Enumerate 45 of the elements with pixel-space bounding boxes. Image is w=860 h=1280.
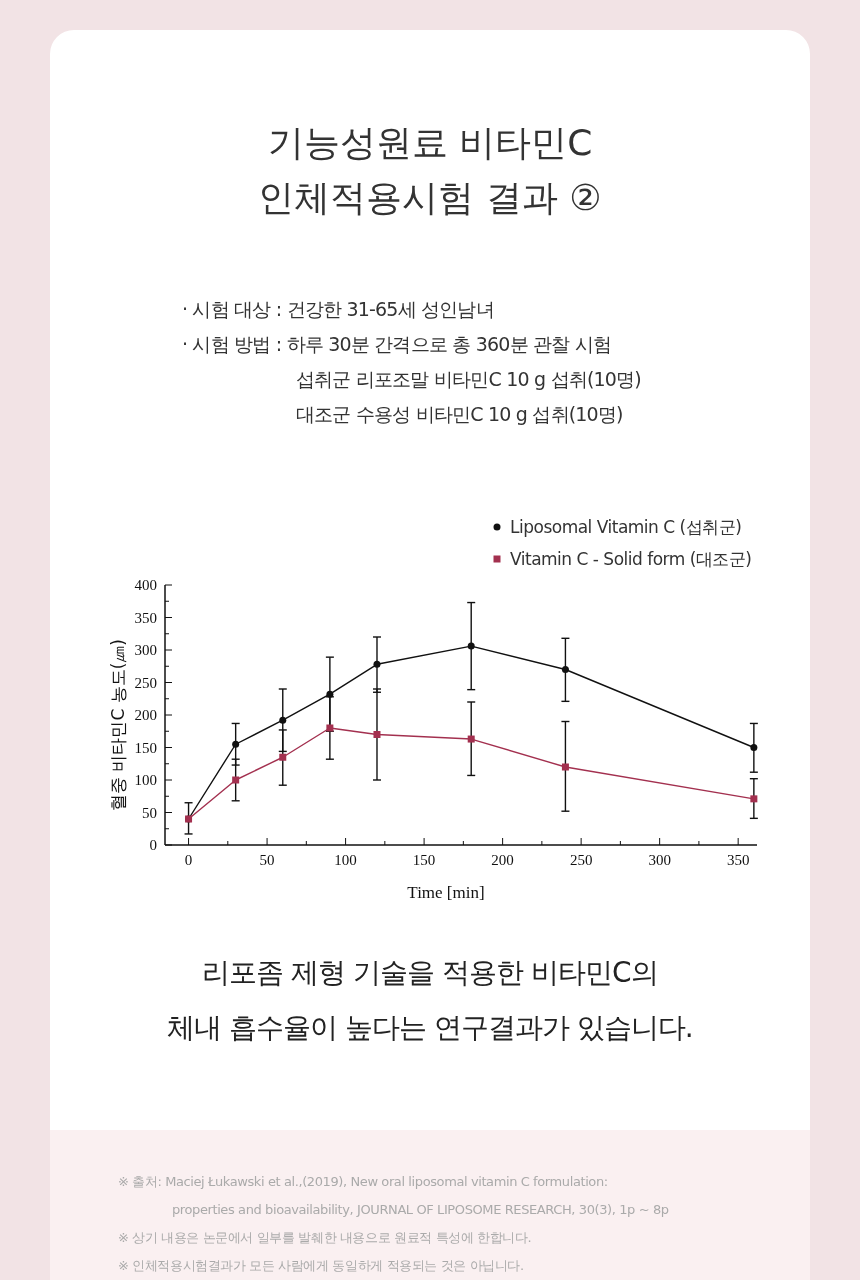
y-tick-label: 300 [134, 642, 157, 658]
point [373, 731, 381, 738]
point [232, 776, 240, 784]
point [467, 642, 475, 650]
point [232, 740, 240, 748]
text: ※ 출처: Maciej Łukawski et al.,(2019), New oral liposomal vitamin C formulation: [118, 1174, 608, 1189]
point [750, 744, 758, 751]
x-tick-label: 50 [259, 852, 275, 868]
text: 대조군 수용성 비타민C 10 g 섭취(10명) [296, 403, 623, 425]
text: ※ 상기 내용은 논문에서 일부를 발췌한 내용으로 원료적 특성에 한합니다. [118, 1230, 532, 1245]
text: · 시험 대상 : 건강한 31-65세 성인남녀 [182, 298, 494, 320]
x-tick-label: 200 [491, 852, 514, 868]
chart-title: 기능성원료 비타민C 인체적용시험 결과 ② [258, 122, 602, 218]
point [279, 716, 287, 724]
text: · 시험 방법 : 하루 30분 간격으로 총 360분 관찰 시험 [182, 333, 612, 355]
text: 섭취군 리포조말 비타민C 10 g 섭취(10명) [296, 368, 641, 390]
text: 리포좀 제형 기술을 적용한 비타민C의 [202, 956, 658, 989]
y-tick-label: 100 [134, 772, 157, 788]
y-tick-label: 250 [134, 674, 157, 691]
x-tick-label: 300 [648, 852, 671, 868]
x-tick-label: 250 [569, 852, 593, 868]
legend-label: Liposomal Vitamin C (섭취군) [510, 517, 742, 537]
point [750, 795, 758, 803]
y-tick-label: 350 [134, 609, 157, 626]
point [279, 753, 287, 761]
x-tick-label: 350 [726, 852, 750, 868]
text: properties and bioavailability, JOURNAL OF LIPOSOME RESEARCH, 30(3), 1p ~ 8p [172, 1202, 669, 1217]
y-axis-title: 혈중 비타민C 농도(㎛) [108, 639, 128, 811]
x-tick-label: 0 [184, 852, 193, 868]
x-axis-title: Time [min] [407, 883, 485, 902]
point [561, 763, 569, 771]
point [373, 660, 381, 668]
x-tick-label: 150 [412, 852, 436, 868]
text: ※ 인체적용시험결과가 모든 사람에게 동일하게 적용되는 것은 아닙니다. [118, 1258, 524, 1273]
text: 체내 흡수율이 높다는 연구결과가 있습니다. [167, 1011, 693, 1044]
x-tick-label: 100 [334, 852, 357, 868]
y-tick-label: 150 [134, 739, 157, 756]
y-tick-label: 400 [134, 577, 157, 593]
point [326, 724, 334, 732]
y-tick-label: 0 [149, 837, 157, 853]
y-tick-label: 200 [134, 707, 157, 723]
legend-label: Vitamin C - Solid form (대조군) [510, 549, 752, 569]
y-tick-label: 50 [142, 804, 157, 821]
point [467, 735, 475, 743]
point [561, 666, 569, 673]
